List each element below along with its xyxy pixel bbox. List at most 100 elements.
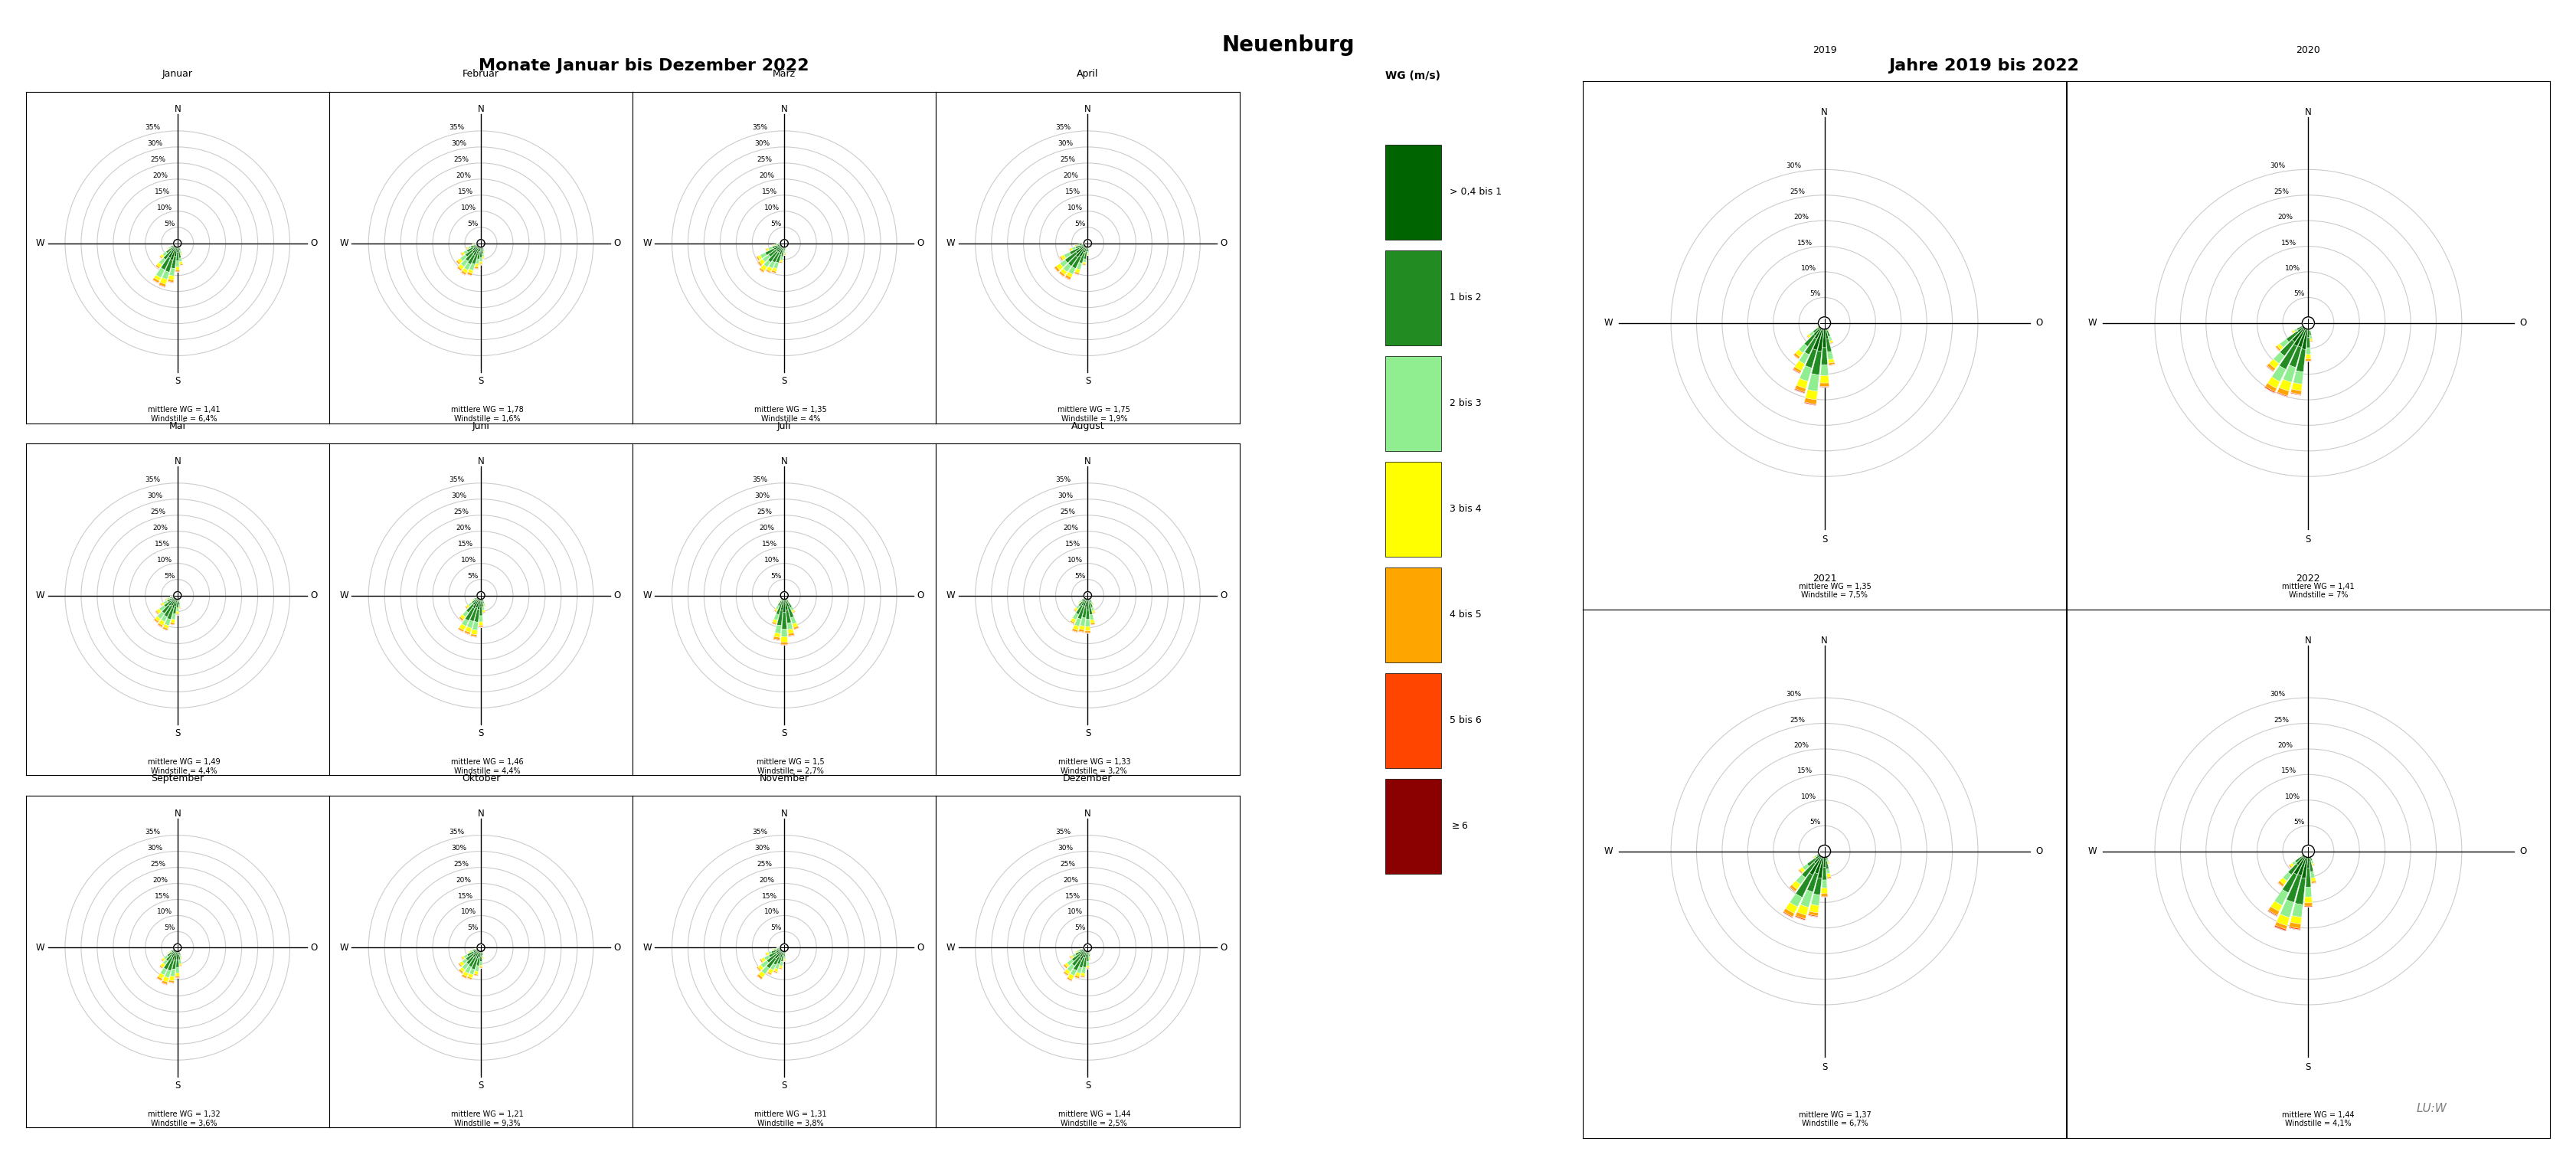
Polygon shape xyxy=(1072,953,1077,958)
Text: 20%: 20% xyxy=(760,525,775,532)
Polygon shape xyxy=(2277,392,2287,397)
Polygon shape xyxy=(178,251,180,258)
Polygon shape xyxy=(793,622,799,628)
Polygon shape xyxy=(1795,873,1814,897)
Polygon shape xyxy=(765,271,770,274)
Text: 30%: 30% xyxy=(1785,163,1801,170)
Polygon shape xyxy=(160,965,162,968)
Polygon shape xyxy=(1814,878,1821,895)
Polygon shape xyxy=(1808,374,1819,391)
Polygon shape xyxy=(1064,973,1066,976)
Polygon shape xyxy=(760,259,765,265)
Polygon shape xyxy=(162,271,170,280)
Polygon shape xyxy=(461,976,466,979)
Polygon shape xyxy=(760,268,765,273)
Polygon shape xyxy=(461,974,466,979)
Polygon shape xyxy=(1832,344,1834,345)
Polygon shape xyxy=(466,247,474,252)
Text: 35%: 35% xyxy=(1056,124,1072,131)
Polygon shape xyxy=(760,253,768,259)
Polygon shape xyxy=(167,952,173,957)
Text: O: O xyxy=(309,238,317,248)
Polygon shape xyxy=(1066,272,1072,277)
Polygon shape xyxy=(1826,873,1832,878)
Polygon shape xyxy=(477,596,482,608)
Polygon shape xyxy=(2293,903,2303,917)
Polygon shape xyxy=(1795,916,1806,921)
Polygon shape xyxy=(1069,968,1077,975)
Polygon shape xyxy=(775,947,783,959)
Polygon shape xyxy=(783,596,788,603)
Polygon shape xyxy=(1798,344,1808,353)
Polygon shape xyxy=(1069,255,1077,266)
Polygon shape xyxy=(1064,277,1069,281)
Text: mittlere WG = 1,35
Windstille = 7,5%: mittlere WG = 1,35 Windstille = 7,5% xyxy=(1798,583,1870,599)
Polygon shape xyxy=(781,629,788,636)
Polygon shape xyxy=(1829,336,1832,341)
Text: W: W xyxy=(340,591,348,600)
Polygon shape xyxy=(167,982,175,983)
Polygon shape xyxy=(471,245,477,247)
Polygon shape xyxy=(152,280,157,283)
Polygon shape xyxy=(773,636,781,640)
Polygon shape xyxy=(461,976,466,979)
Polygon shape xyxy=(2306,851,2308,853)
Text: 10%: 10% xyxy=(157,909,173,916)
Circle shape xyxy=(1084,592,1092,599)
Text: 10%: 10% xyxy=(1066,556,1082,563)
Polygon shape xyxy=(173,244,178,248)
Bar xyxy=(1386,356,1443,450)
Text: O: O xyxy=(917,591,925,600)
Polygon shape xyxy=(1082,607,1087,618)
Polygon shape xyxy=(160,605,165,611)
Polygon shape xyxy=(160,968,167,975)
Polygon shape xyxy=(1785,902,1798,914)
Polygon shape xyxy=(1090,625,1095,626)
Polygon shape xyxy=(173,613,175,620)
Polygon shape xyxy=(173,244,178,246)
Text: 25%: 25% xyxy=(2275,716,2290,723)
Polygon shape xyxy=(1079,632,1084,633)
Polygon shape xyxy=(469,950,474,952)
Polygon shape xyxy=(479,258,482,261)
Polygon shape xyxy=(1056,264,1064,271)
Polygon shape xyxy=(2308,851,2311,861)
Polygon shape xyxy=(1072,613,1079,620)
Text: 20%: 20% xyxy=(760,172,775,179)
Polygon shape xyxy=(2287,864,2298,875)
Text: 35%: 35% xyxy=(1056,828,1072,835)
Polygon shape xyxy=(2298,851,2308,875)
Text: 15%: 15% xyxy=(1798,767,1814,774)
Text: 35%: 35% xyxy=(448,476,464,483)
Text: mittlere WG = 1,75
Windstille = 1,9%: mittlere WG = 1,75 Windstille = 1,9% xyxy=(1059,406,1131,423)
Text: 25%: 25% xyxy=(149,860,165,867)
Polygon shape xyxy=(775,947,783,951)
Polygon shape xyxy=(461,967,464,972)
Polygon shape xyxy=(1066,979,1072,982)
Polygon shape xyxy=(773,639,781,641)
Polygon shape xyxy=(2290,392,2300,395)
Polygon shape xyxy=(2290,926,2300,930)
Polygon shape xyxy=(1069,247,1079,254)
Polygon shape xyxy=(1826,352,1834,360)
Polygon shape xyxy=(781,636,788,642)
Polygon shape xyxy=(793,628,799,630)
Text: 15%: 15% xyxy=(1064,540,1079,547)
Text: W: W xyxy=(644,943,652,953)
Polygon shape xyxy=(2267,910,2277,916)
Polygon shape xyxy=(1079,252,1084,264)
Polygon shape xyxy=(2311,881,2316,884)
Text: N: N xyxy=(477,808,484,819)
Polygon shape xyxy=(469,603,474,606)
Polygon shape xyxy=(167,598,173,603)
Polygon shape xyxy=(1814,856,1816,858)
Text: O: O xyxy=(2519,318,2527,329)
Circle shape xyxy=(2303,845,2313,858)
Polygon shape xyxy=(175,973,180,976)
Polygon shape xyxy=(2293,861,2295,865)
Polygon shape xyxy=(781,956,783,961)
Polygon shape xyxy=(162,983,167,986)
Polygon shape xyxy=(768,953,778,962)
Text: 10%: 10% xyxy=(157,204,173,211)
Polygon shape xyxy=(157,625,162,628)
